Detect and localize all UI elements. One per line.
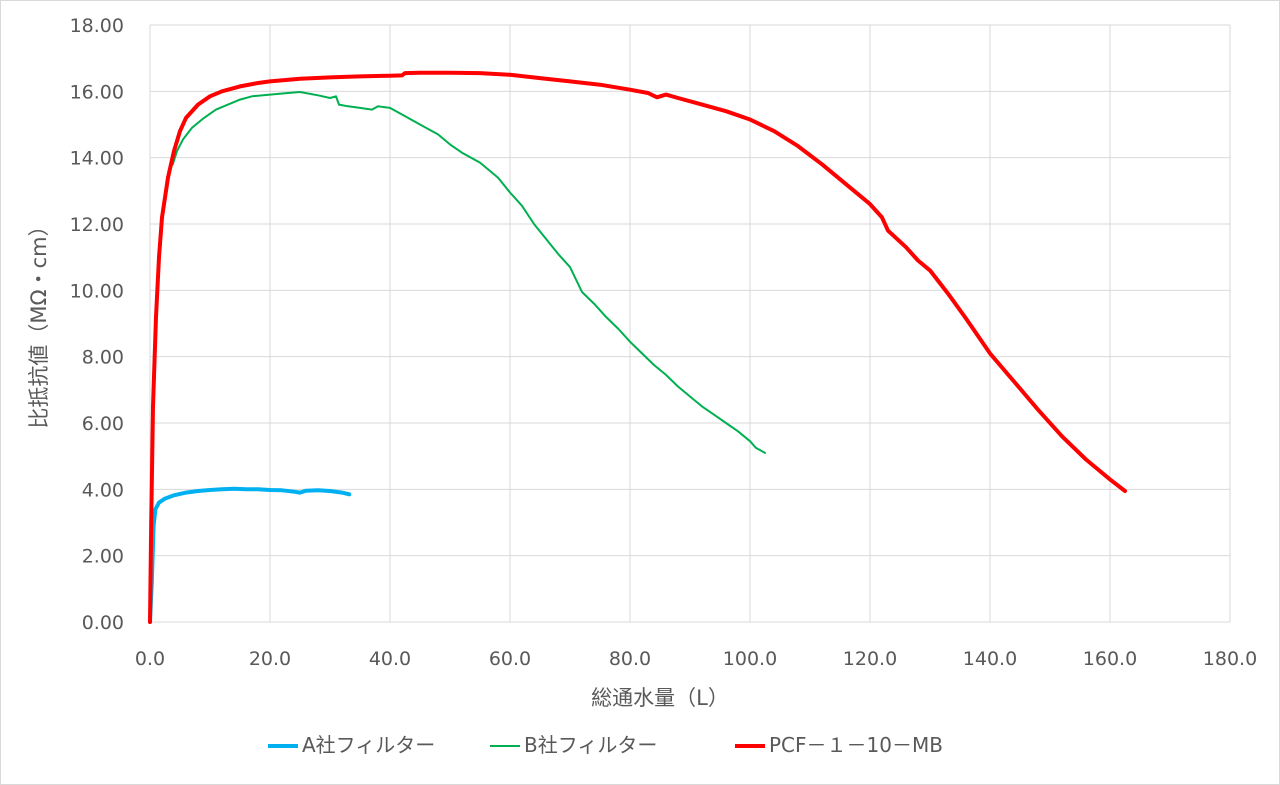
legend-label-1: A社フィルター [302,733,435,757]
x-tick-label: 60.0 [489,648,531,670]
y-tick-label: 2.00 [82,546,124,568]
x-tick-label: 160.0 [1083,648,1137,670]
x-axis-ticks: 0.0 20.0 40.0 60.0 80.0 100.0 120.0 140.0 160.0 1… [135,648,1257,670]
series-line-1 [148,486,352,624]
x-tick-label: 20.0 [249,648,291,670]
y-tick-label: 16.00 [70,81,124,103]
legend: A社フィルター B社フィルター PCF－１－10－MB [268,733,943,757]
x-tick-label: 140.0 [963,648,1017,670]
y-tick-label: 8.00 [82,347,124,369]
y-tick-label: 14.00 [70,148,124,170]
series-line-3 [148,70,1127,624]
x-tick-label: 100.0 [723,648,777,670]
legend-label-3: PCF－１－10－MB [769,733,943,757]
x-axis-title: 総通水量（L） [591,686,729,710]
y-tick-label: 12.00 [70,214,124,236]
x-tick-label: 0.0 [135,648,165,670]
legend-label-2: B社フィルター [524,733,657,757]
y-axis-title: 比抵抗値（MΩ・cm） [27,215,51,428]
series-layer [148,70,1127,624]
y-tick-label: 18.00 [70,15,124,37]
series-line-2 [171,91,766,454]
gridlines [149,24,1231,623]
x-tick-label: 120.0 [843,648,897,670]
y-tick-label: 4.00 [82,479,124,501]
y-tick-label: 6.00 [82,413,124,435]
y-tick-label: 0.00 [82,612,124,634]
y-axis-ticks: 0.00 2.00 4.00 6.00 8.00 10.00 12.00 14.00 16.00… [70,15,124,634]
x-tick-label: 80.0 [609,648,651,670]
y-tick-label: 10.00 [70,280,124,302]
x-tick-label: 40.0 [369,648,411,670]
x-tick-label: 180.0 [1203,648,1257,670]
